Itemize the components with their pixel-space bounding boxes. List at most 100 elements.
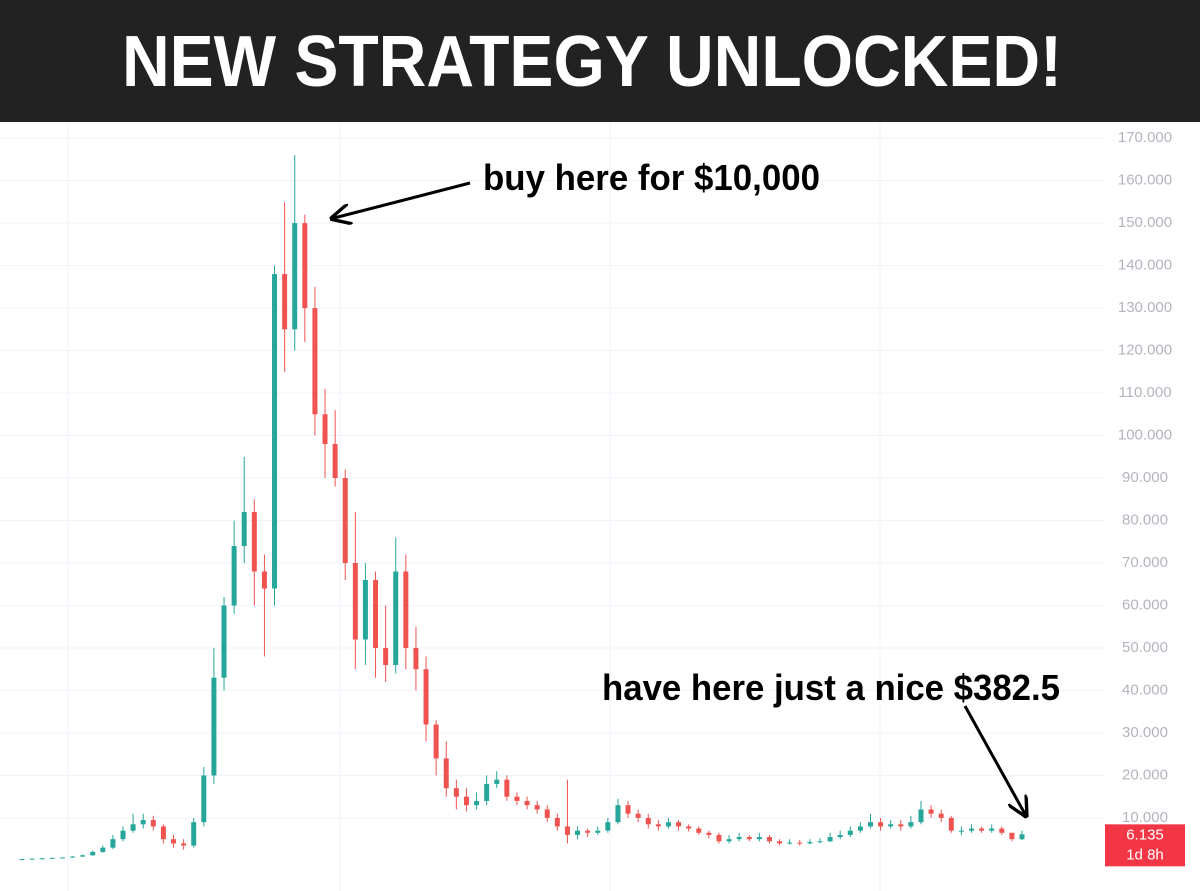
candle-body — [1009, 832, 1015, 840]
candle-body — [948, 817, 954, 831]
candle-body — [49, 857, 55, 859]
candle-body — [352, 563, 358, 640]
plot: 10.000 20.000 30.000 40.000 50.000 60.000 70.0… — [0, 129, 1172, 861]
candle-body — [302, 223, 308, 309]
candle-body — [585, 830, 591, 833]
candle-body — [19, 859, 25, 861]
candle-body — [686, 826, 692, 829]
title: NEW STRATEGY UNLOCKED! — [122, 22, 1062, 102]
candle-body — [645, 817, 651, 825]
candle-body — [1019, 834, 1025, 840]
candle-body — [807, 842, 813, 844]
candle-body — [120, 830, 126, 840]
candle-body — [90, 851, 96, 856]
candle-body — [605, 822, 611, 831]
arrow — [334, 181, 471, 218]
candle-body — [918, 809, 924, 823]
candle-body — [514, 796, 520, 801]
candle-body — [989, 828, 995, 831]
candle-body — [231, 546, 237, 606]
candle-body — [888, 824, 894, 827]
candle-body — [938, 813, 944, 818]
candle-body — [393, 571, 399, 665]
countdown-label: 1d 8h — [1126, 846, 1164, 863]
candle-body — [625, 805, 631, 814]
candle-body — [201, 775, 207, 823]
candle-body — [211, 677, 217, 776]
candle-body — [777, 841, 783, 844]
candle-body — [312, 308, 318, 415]
candle-body — [867, 822, 873, 827]
candle-body — [928, 809, 934, 814]
y-tick-label: 150.000 — [1118, 214, 1172, 231]
candle-body — [373, 580, 379, 648]
candle-body — [676, 822, 682, 827]
candle-body — [736, 837, 742, 840]
candle-body — [898, 824, 904, 827]
candle-body — [130, 824, 136, 831]
candle-body — [362, 580, 368, 640]
y-tick-label: 90.000 — [1122, 469, 1168, 486]
candle-body — [766, 837, 772, 842]
candle-body — [453, 788, 459, 797]
candle-body — [554, 817, 560, 827]
candle-body — [837, 834, 843, 838]
candle-body — [80, 855, 86, 857]
y-tick-label: 30.000 — [1122, 724, 1168, 741]
candle-body — [797, 842, 803, 844]
candle-body — [100, 847, 106, 852]
candle-body — [564, 826, 570, 835]
y-tick-label: 100.000 — [1118, 427, 1172, 444]
candle-body — [999, 828, 1005, 833]
candle-body — [272, 274, 278, 589]
candle-body — [413, 647, 419, 670]
candle-body — [191, 822, 197, 846]
candle-body — [221, 605, 227, 678]
candle-body — [110, 839, 116, 848]
y-tick-label: 60.000 — [1122, 596, 1168, 613]
candle-body — [292, 223, 298, 330]
y-tick-label: 170.000 — [1118, 129, 1172, 146]
y-tick-label: 20.000 — [1122, 766, 1168, 783]
candle-body — [474, 800, 480, 806]
candle-body — [595, 830, 601, 833]
candle-body — [696, 828, 702, 833]
y-tick-label: 130.000 — [1118, 299, 1172, 316]
candle-body — [817, 841, 823, 843]
y-tick-label: 160.000 — [1118, 172, 1172, 189]
candle-body — [827, 837, 833, 842]
candle-body — [383, 647, 389, 665]
candle-body — [857, 826, 863, 831]
annotation: buy here for $10,000 — [483, 157, 820, 198]
candle-body — [878, 822, 884, 827]
candle-body — [726, 839, 732, 842]
candle-body — [575, 830, 581, 835]
candle-body — [787, 842, 793, 844]
y-tick-label: 120.000 — [1118, 342, 1172, 359]
candle-body — [615, 805, 621, 823]
candle-body — [544, 809, 550, 818]
candle-body — [746, 837, 752, 840]
candle-body — [463, 796, 469, 806]
candle-body — [150, 820, 156, 827]
y-tick-label: 80.000 — [1122, 511, 1168, 528]
candle-body — [958, 830, 964, 832]
candle-body — [29, 858, 35, 860]
candle-body — [251, 512, 257, 572]
candle-body — [655, 824, 661, 827]
candle-body — [534, 805, 540, 810]
y-tick-label: 140.000 — [1118, 257, 1172, 274]
y-tick-label: 40.000 — [1122, 681, 1168, 698]
candle-body — [140, 820, 146, 825]
candle-body — [171, 839, 177, 844]
title-banner — [0, 0, 1200, 122]
candle-body — [282, 274, 288, 330]
candle-body — [847, 830, 853, 835]
y-tick-label: 70.000 — [1122, 554, 1168, 571]
candle-body — [403, 571, 409, 648]
candle-body — [443, 758, 449, 789]
annotation: have here just a nice $382.5 — [602, 667, 1060, 708]
candle-body — [979, 828, 985, 831]
chart-background — [0, 122, 1200, 891]
